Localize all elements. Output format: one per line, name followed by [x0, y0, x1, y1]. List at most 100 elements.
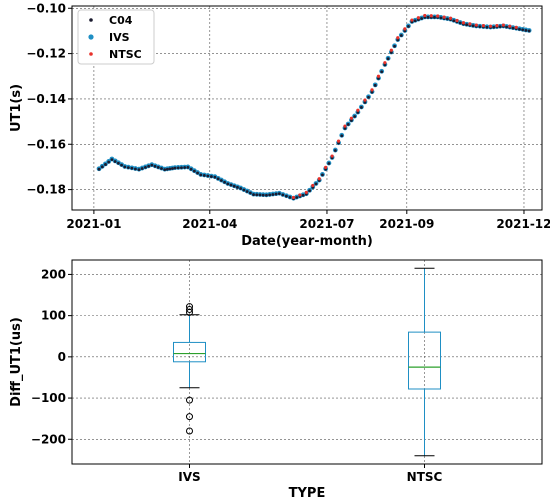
ut1-point-c04: [229, 183, 233, 187]
ut1-point-c04: [321, 173, 324, 177]
ut1-point-c04: [420, 17, 424, 20]
ut1-point-c04: [186, 165, 190, 169]
ut1-point-c04: [245, 190, 249, 193]
box-ivs-outlier: [186, 427, 193, 435]
ut1-point-ntsc: [291, 195, 296, 200]
ut1-point-c04: [239, 187, 243, 190]
ut1-point-c04: [308, 189, 311, 193]
legend-label-ivs: IVS: [109, 31, 130, 44]
ut1-x-tick-label: 2021-12: [496, 217, 550, 231]
ut1-x-tick-label: 2021-04: [182, 217, 237, 231]
box-ivs-outlier: [186, 305, 193, 313]
box-ivs-outlier: [186, 396, 193, 404]
ut1-point-c04: [236, 185, 239, 189]
diff-y-tick-label: −100: [31, 391, 66, 405]
ut1-point-c04: [97, 167, 101, 171]
ut1-point-c04: [163, 168, 167, 172]
ut1-point-c04: [367, 95, 370, 99]
ut1-point-c04: [333, 149, 337, 152]
diff-y-tick-label: 100: [41, 309, 66, 323]
ut1-point-c04: [478, 25, 482, 29]
diff-y-tick-label: 0: [58, 350, 66, 364]
ut1-point-c04: [445, 17, 449, 21]
ut1-point-ntsc: [468, 22, 472, 26]
ut1-point-c04: [353, 115, 357, 118]
box-ivs-outlier: [186, 413, 193, 421]
ut1-y-ticks: −0.18 −0.16 −0.14 −0.12 −0.10: [26, 1, 72, 197]
ut1-point-ntsc: [448, 16, 453, 20]
ut1-point-c04: [258, 193, 262, 197]
ut1-point-c04: [137, 168, 141, 172]
ut1-point-c04: [281, 193, 285, 197]
box-ntsc-iqr: [408, 331, 441, 390]
ut1-point-c04: [360, 106, 363, 109]
ut1-point-ntsc: [336, 139, 341, 143]
legend-marker-ivs: [88, 34, 94, 40]
ut1-point-c04: [301, 193, 305, 197]
ut1-y-axis-label: UT1(s): [9, 84, 24, 132]
diff-x-tick-label: IVS: [178, 470, 200, 484]
ut1-x-axis-label: Date(year-month): [241, 234, 373, 249]
ut1-point-ntsc: [317, 177, 321, 181]
ut1-point-c04: [202, 174, 206, 177]
ut1-point-ntsc: [396, 36, 400, 40]
ut1-point-c04: [100, 165, 104, 169]
legend-label-c04: C04: [109, 14, 133, 27]
ut1-y-tick-label: −0.14: [26, 92, 66, 106]
ut1-point-c04: [439, 16, 443, 20]
diff-grid: [72, 260, 542, 464]
box-ivs: [173, 303, 206, 435]
ut1-point-c04: [465, 23, 469, 27]
ut1-point-c04: [248, 191, 252, 195]
ut1-x-tick-label: 2021-01: [66, 217, 121, 231]
box-ivs-iqr: [173, 341, 206, 363]
ut1-point-ntsc: [311, 183, 315, 188]
ut1-point-ntsc: [403, 27, 407, 31]
ut1-point-ntsc: [508, 24, 512, 28]
ut1-point-c04: [173, 166, 177, 170]
ut1-point-ntsc: [436, 14, 440, 18]
ut1-point-c04: [104, 163, 107, 166]
legend-box: [77, 9, 155, 65]
ut1-point-c04: [206, 174, 210, 178]
ut1-point-c04: [110, 158, 114, 162]
ut1-point-c04: [426, 15, 430, 19]
ut1-point-c04: [168, 167, 172, 171]
ut1-point-c04: [150, 163, 154, 167]
ut1-point-c04: [399, 34, 403, 37]
ut1-point-ntsc: [389, 48, 393, 52]
ut1-point-ntsc: [501, 23, 505, 27]
ut1-point-c04: [524, 28, 528, 32]
ut1-panel: −0.18 −0.16 −0.14 −0.12 −0.10 2021-01 2021-04…: [9, 1, 550, 249]
ut1-point-c04: [255, 193, 259, 197]
ut1-point-c04: [295, 196, 299, 199]
ut1-point-c04: [180, 166, 183, 170]
ut1-point-c04: [130, 166, 134, 170]
ut1-point-ntsc: [376, 74, 381, 78]
ut1-point-c04: [223, 180, 226, 184]
box-ntsc: [408, 267, 441, 457]
diff-y-tick-label: 200: [41, 267, 66, 281]
ut1-point-ntsc: [423, 13, 427, 18]
ut1-point-c04: [171, 167, 174, 170]
ut1-point-ntsc: [304, 190, 308, 194]
ut1-y-tick-label: −0.18: [26, 183, 66, 197]
diff-plot-frame: [71, 259, 543, 465]
ut1-point-ntsc: [442, 15, 446, 19]
ut1-point-c04: [498, 25, 502, 29]
ut1-point-c04: [123, 165, 127, 169]
ut1-point-c04: [160, 167, 163, 170]
ut1-point-c04: [386, 57, 390, 61]
ut1-point-c04: [116, 161, 120, 165]
ut1-point-ntsc: [488, 24, 493, 28]
ut1-point-ntsc: [298, 193, 302, 197]
ut1-point-ntsc: [383, 61, 387, 65]
ut1-point-c04: [165, 167, 169, 171]
ut1-point-c04: [120, 163, 123, 167]
ut1-legend: C04 IVS NTSC: [77, 9, 155, 65]
ut1-point-ntsc: [363, 98, 367, 102]
ut1-point-c04: [433, 15, 436, 19]
ut1-x-tick-label: 2021-09: [379, 217, 434, 231]
ut1-point-c04: [492, 25, 496, 29]
ut1-point-c04: [140, 167, 144, 170]
